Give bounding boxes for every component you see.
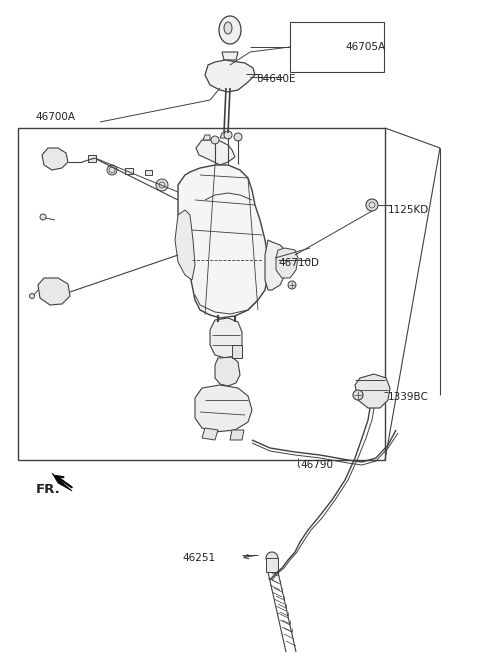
Polygon shape <box>203 135 210 140</box>
Polygon shape <box>175 210 195 280</box>
Ellipse shape <box>219 16 241 44</box>
Polygon shape <box>276 248 298 278</box>
Text: 46710D: 46710D <box>278 258 319 268</box>
Polygon shape <box>38 278 70 305</box>
Circle shape <box>366 199 378 211</box>
Circle shape <box>353 390 363 400</box>
Circle shape <box>234 133 242 141</box>
Polygon shape <box>178 165 268 318</box>
Text: 1339BC: 1339BC <box>388 392 429 402</box>
Polygon shape <box>196 140 235 165</box>
Text: 84640E: 84640E <box>256 74 296 84</box>
Polygon shape <box>230 430 244 440</box>
Polygon shape <box>125 168 133 174</box>
Polygon shape <box>210 318 242 358</box>
Polygon shape <box>145 170 152 175</box>
Polygon shape <box>88 155 96 162</box>
Bar <box>290 22 384 72</box>
Polygon shape <box>42 148 68 170</box>
Polygon shape <box>265 240 285 290</box>
Circle shape <box>107 165 117 175</box>
Bar <box>18 128 385 460</box>
Text: 46700A: 46700A <box>35 112 75 122</box>
Text: 1125KD: 1125KD <box>388 205 429 215</box>
Polygon shape <box>195 385 252 432</box>
Polygon shape <box>52 473 72 491</box>
Polygon shape <box>222 52 238 60</box>
Polygon shape <box>232 345 242 358</box>
Polygon shape <box>220 133 228 138</box>
Polygon shape <box>266 558 278 572</box>
Circle shape <box>156 179 168 191</box>
Circle shape <box>40 214 46 220</box>
Polygon shape <box>215 357 240 386</box>
Polygon shape <box>355 374 390 408</box>
Circle shape <box>224 131 232 139</box>
Polygon shape <box>205 60 255 92</box>
Ellipse shape <box>224 22 232 34</box>
Polygon shape <box>202 428 218 440</box>
Text: FR.: FR. <box>36 483 61 496</box>
Text: 46251: 46251 <box>182 553 215 563</box>
Text: 46705A: 46705A <box>345 42 385 52</box>
Circle shape <box>266 552 278 564</box>
Text: 46790: 46790 <box>300 460 333 470</box>
Circle shape <box>29 293 35 299</box>
Circle shape <box>288 281 296 289</box>
Circle shape <box>211 136 219 144</box>
